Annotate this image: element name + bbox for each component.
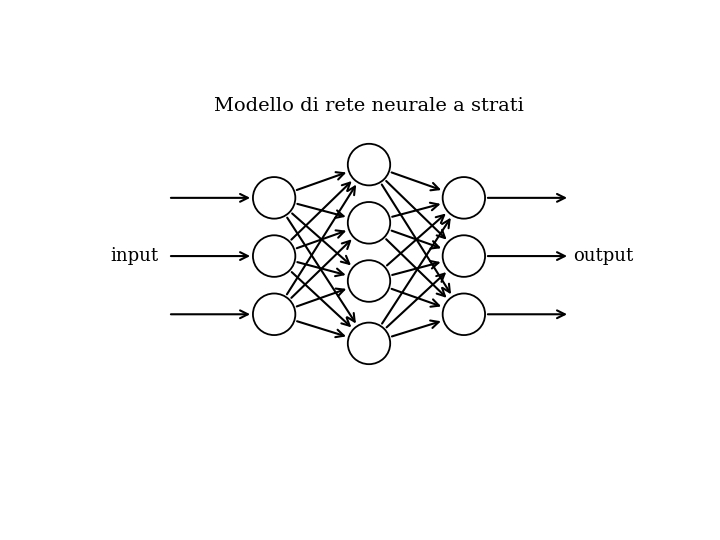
Ellipse shape bbox=[348, 202, 390, 244]
Ellipse shape bbox=[253, 177, 295, 219]
Text: input: input bbox=[111, 247, 158, 265]
Text: Modello di rete neurale a strati: Modello di rete neurale a strati bbox=[214, 97, 524, 116]
Ellipse shape bbox=[253, 235, 295, 277]
Ellipse shape bbox=[443, 177, 485, 219]
Ellipse shape bbox=[348, 260, 390, 302]
Ellipse shape bbox=[443, 293, 485, 335]
Text: output: output bbox=[573, 247, 634, 265]
Ellipse shape bbox=[348, 322, 390, 364]
Ellipse shape bbox=[348, 144, 390, 185]
Ellipse shape bbox=[443, 235, 485, 277]
Ellipse shape bbox=[253, 293, 295, 335]
